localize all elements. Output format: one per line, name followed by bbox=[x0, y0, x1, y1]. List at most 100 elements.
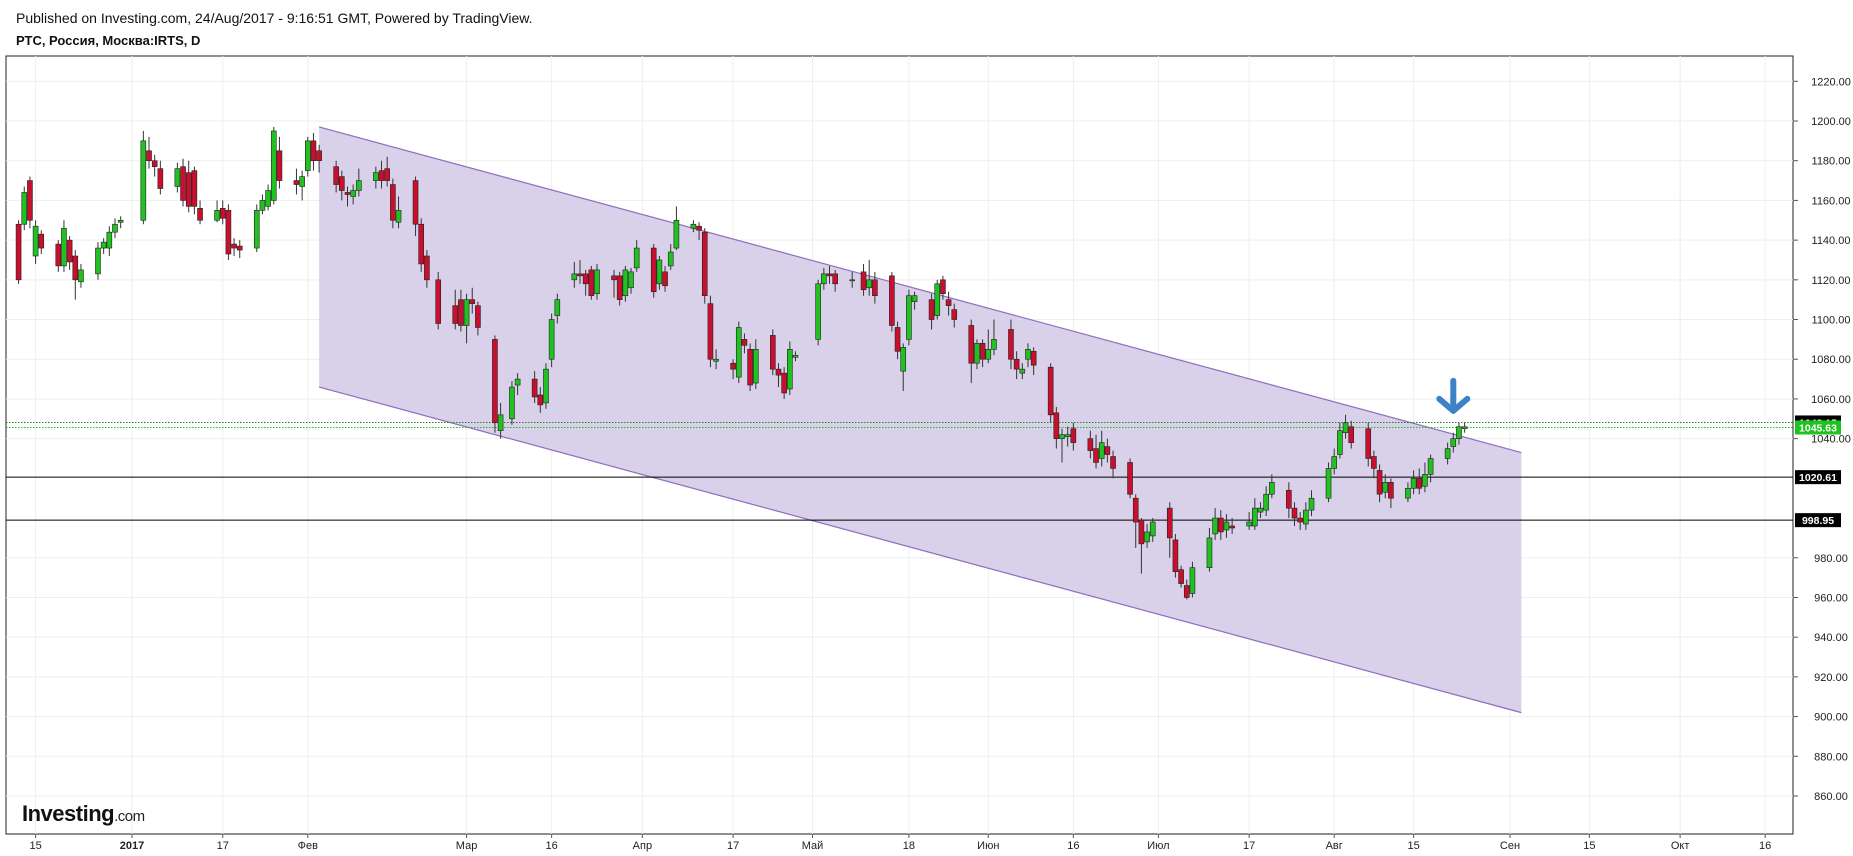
candle-body[interactable] bbox=[531, 378, 538, 398]
candle-body[interactable] bbox=[571, 273, 578, 281]
candle-body[interactable] bbox=[934, 283, 941, 316]
candle-body[interactable] bbox=[1416, 478, 1423, 489]
candle-body[interactable] bbox=[236, 245, 243, 251]
candle-body[interactable] bbox=[1013, 358, 1020, 370]
candle-body[interactable] bbox=[1093, 448, 1099, 463]
candle-body[interactable] bbox=[1053, 412, 1060, 439]
candle-body[interactable] bbox=[849, 279, 855, 282]
candle-body[interactable] bbox=[1019, 368, 1026, 374]
candle-body[interactable] bbox=[1269, 482, 1275, 495]
candle-body[interactable] bbox=[1008, 329, 1014, 360]
candle-body[interactable] bbox=[667, 251, 674, 267]
candle-body[interactable] bbox=[951, 309, 958, 320]
candle-body[interactable] bbox=[72, 255, 79, 281]
candle-body[interactable] bbox=[906, 295, 912, 340]
candle-body[interactable] bbox=[815, 283, 821, 340]
candle-body[interactable] bbox=[968, 325, 975, 364]
candle-body[interactable] bbox=[752, 349, 759, 384]
candle-body[interactable] bbox=[497, 414, 504, 432]
candle-body[interactable] bbox=[1388, 482, 1394, 499]
candle-body[interactable] bbox=[293, 180, 300, 185]
candle-body[interactable] bbox=[735, 327, 742, 378]
candle-body[interactable] bbox=[452, 305, 459, 324]
candle-body[interactable] bbox=[1025, 349, 1031, 360]
candle-body[interactable] bbox=[826, 273, 833, 277]
candle-body[interactable] bbox=[577, 273, 583, 277]
candle-body[interactable] bbox=[356, 180, 362, 191]
candle-body[interactable] bbox=[514, 378, 521, 386]
candle-body[interactable] bbox=[418, 223, 425, 265]
candle-body[interactable] bbox=[872, 279, 878, 297]
channel-upper-line[interactable] bbox=[318, 126, 1522, 454]
candle-body[interactable] bbox=[860, 271, 867, 291]
candle-body[interactable] bbox=[333, 166, 339, 185]
candle-body[interactable] bbox=[1064, 434, 1071, 437]
candle-body[interactable] bbox=[787, 349, 793, 390]
candle-body[interactable] bbox=[775, 368, 782, 376]
candle-body[interactable] bbox=[781, 372, 787, 394]
candle-body[interactable] bbox=[151, 160, 158, 167]
candle-body[interactable] bbox=[231, 243, 237, 249]
candle-body[interactable] bbox=[616, 275, 623, 300]
candle-body[interactable] bbox=[259, 200, 266, 211]
candle-body[interactable] bbox=[554, 299, 561, 316]
candle-body[interactable] bbox=[316, 150, 322, 162]
candle-body[interactable] bbox=[1217, 517, 1224, 533]
candle-body[interactable] bbox=[1098, 442, 1105, 459]
candle-body[interactable] bbox=[991, 339, 997, 350]
candle-body[interactable] bbox=[304, 140, 311, 171]
candle-body[interactable] bbox=[911, 295, 918, 302]
candle-body[interactable] bbox=[928, 299, 935, 320]
candle-body[interactable] bbox=[378, 170, 385, 181]
candle-body[interactable] bbox=[66, 239, 73, 263]
candle-body[interactable] bbox=[945, 299, 952, 306]
candle-body[interactable] bbox=[588, 269, 595, 297]
candle-body[interactable] bbox=[253, 210, 260, 249]
candle-body[interactable] bbox=[219, 208, 226, 219]
candle-body[interactable] bbox=[509, 386, 515, 420]
candle-body[interactable] bbox=[866, 279, 873, 289]
candle-body[interactable] bbox=[1246, 521, 1252, 527]
candle-body[interactable] bbox=[276, 150, 283, 181]
candle-body[interactable] bbox=[1172, 539, 1179, 572]
candle-body[interactable] bbox=[673, 219, 680, 249]
candle-body[interactable] bbox=[55, 243, 62, 267]
candle-body[interactable] bbox=[940, 279, 946, 295]
candle-body[interactable] bbox=[611, 275, 617, 281]
candle-body[interactable] bbox=[1070, 428, 1077, 443]
candle-body[interactable] bbox=[696, 225, 702, 231]
candle-body[interactable] bbox=[1223, 521, 1230, 531]
candle-body[interactable] bbox=[1342, 422, 1349, 433]
candle-body[interactable] bbox=[633, 247, 640, 269]
candle-body[interactable] bbox=[1376, 470, 1383, 495]
candle-body[interactable] bbox=[1149, 521, 1156, 537]
candle-body[interactable] bbox=[38, 233, 45, 249]
candle-body[interactable] bbox=[1189, 567, 1196, 594]
candle-body[interactable] bbox=[1325, 468, 1332, 499]
candle-body[interactable] bbox=[1132, 497, 1139, 523]
candle-body[interactable] bbox=[1297, 517, 1303, 523]
candle-body[interactable] bbox=[650, 247, 657, 293]
candle-body[interactable] bbox=[628, 271, 634, 289]
candle-body[interactable] bbox=[701, 231, 708, 297]
candle-body[interactable] bbox=[310, 140, 317, 162]
candle-body[interactable] bbox=[1456, 426, 1462, 439]
candle-body[interactable] bbox=[339, 176, 345, 191]
candle-body[interactable] bbox=[690, 223, 697, 229]
candle-body[interactable] bbox=[117, 219, 124, 223]
candle-body[interactable] bbox=[157, 168, 164, 189]
candle-body[interactable] bbox=[21, 192, 28, 225]
candle-body[interactable] bbox=[1263, 493, 1269, 511]
candle-body[interactable] bbox=[265, 190, 271, 207]
candle-body[interactable] bbox=[1183, 585, 1190, 598]
candle-body[interactable] bbox=[395, 210, 402, 223]
candle-body[interactable] bbox=[622, 269, 629, 297]
candle-body[interactable] bbox=[475, 305, 481, 328]
candle-body[interactable] bbox=[889, 275, 895, 326]
candle-body[interactable] bbox=[146, 150, 152, 162]
candle-body[interactable] bbox=[662, 271, 668, 287]
candle-body[interactable] bbox=[792, 354, 799, 358]
candle-body[interactable] bbox=[1450, 438, 1457, 447]
candle-body[interactable] bbox=[61, 227, 67, 267]
